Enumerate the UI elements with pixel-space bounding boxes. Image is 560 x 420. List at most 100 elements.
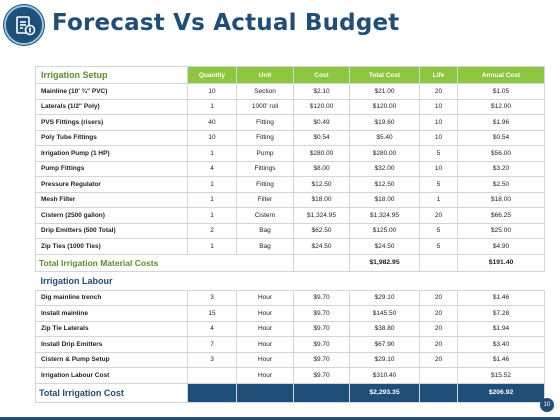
grand-total-row: Total Irrigation Cost $2,293.35 $206.92 — [35, 382, 545, 403]
setup-cell-total: $1,324.95 — [349, 207, 420, 224]
setup-cell-annual: $3.20 — [457, 160, 545, 177]
table-row: Drip Emitters (500 Total) 2 Bag $62.50 $125.… — [35, 222, 545, 239]
setup-cell-item: Irrigation Pump (1 HP) — [35, 145, 188, 162]
setup-cell-life: 10 — [419, 98, 458, 115]
labour-section-label: Irrigation Labour — [35, 270, 545, 291]
setup-cell-cost: $2.10 — [293, 83, 350, 100]
table-row: Cistern (2500 gallon) 1 Cistern $1,324.95 $1… — [35, 207, 545, 224]
page-title: Forecast Vs Actual Budget — [52, 10, 400, 36]
labour-cell-life — [419, 367, 458, 384]
setup-cell-life: 5 — [419, 222, 458, 239]
setup-cell-life: 1 — [419, 191, 458, 208]
setup-cell-item: Poly Tube Fittings — [35, 129, 188, 146]
column-header-cost: Cost — [293, 66, 350, 84]
setup-cell-quantity: 1 — [187, 238, 237, 255]
labour-cell-item: Install Drip Emitters — [35, 336, 188, 353]
setup-section-label: Irrigation Setup — [35, 66, 188, 84]
setup-cell-annual: $1.05 — [457, 83, 545, 100]
labour-cell-life: 20 — [419, 320, 458, 337]
labour-cell-quantity: 15 — [187, 305, 237, 322]
setup-cell-cost: $8.00 — [293, 160, 350, 177]
table-row: Pump Fittings 4 Fittings $8.00 $32.00 10 $3.20 — [35, 160, 545, 177]
setup-cell-quantity: 40 — [187, 114, 237, 131]
setup-cell-quantity: 1 — [187, 98, 237, 115]
table-row: Install Drip Emitters 7 Hour $9.70 $67.90 20 $… — [35, 336, 545, 353]
labour-cell-item: Dig mainline trench — [35, 289, 188, 306]
setup-cell-annual: $4.90 — [457, 238, 545, 255]
setup-cell-annual: $0.54 — [457, 129, 545, 146]
labour-cell-unit: Hour — [236, 367, 294, 384]
material-subtotal-total: $1,982.95 — [349, 253, 420, 272]
labour-header-row: Irrigation Labour — [35, 270, 545, 291]
footer-bar — [0, 417, 560, 420]
setup-cell-quantity: 4 — [187, 160, 237, 177]
labour-cell-unit: Hour — [236, 289, 294, 306]
setup-cell-item: Zip Ties (1000 Ties) — [35, 238, 188, 255]
table-row: Irrigation Pump (1 HP) 1 Pump $280.00 $280.0… — [35, 145, 545, 162]
setup-cell-unit: Section — [236, 83, 294, 100]
setup-cell-item: Mesh Filter — [35, 191, 188, 208]
labour-cell-cost: $9.70 — [293, 320, 350, 337]
labour-cell-life: 20 — [419, 289, 458, 306]
labour-cell-unit: Hour — [236, 320, 294, 337]
setup-cell-quantity: 2 — [187, 222, 237, 239]
labour-cell-cost: $9.70 — [293, 367, 350, 384]
setup-cell-item: PVS Fittings (risers) — [35, 114, 188, 131]
grand-total-total: $2,293.35 — [349, 382, 420, 403]
empty-cell — [187, 382, 237, 403]
setup-cell-unit: Fittings — [236, 160, 294, 177]
setup-cell-annual: $56.00 — [457, 145, 545, 162]
labour-cell-cost: $9.70 — [293, 336, 350, 353]
setup-cell-cost: $120.00 — [293, 98, 350, 115]
labour-cell-total: $38.80 — [349, 320, 420, 337]
setup-cell-cost: $18.00 — [293, 191, 350, 208]
setup-cell-life: 5 — [419, 176, 458, 193]
labour-cell-life: 20 — [419, 351, 458, 368]
grand-total-annual: $206.92 — [457, 382, 545, 403]
labour-cell-quantity: 3 — [187, 351, 237, 368]
setup-cell-total: $19.60 — [349, 114, 420, 131]
setup-cell-quantity: 1 — [187, 207, 237, 224]
labour-cell-item: Irrigation Labour Cost — [35, 367, 188, 384]
labour-cell-annual: $15.52 — [457, 367, 545, 384]
setup-cell-total: $120.00 — [349, 98, 420, 115]
labour-cell-unit: Hour — [236, 336, 294, 353]
setup-cell-item: Laterals (1/2" Poly) — [35, 98, 188, 115]
labour-cell-item: Cistern & Pump Setup — [35, 351, 188, 368]
setup-cell-annual: $25.00 — [457, 222, 545, 239]
labour-cell-life: 20 — [419, 336, 458, 353]
setup-cell-cost: $24.50 — [293, 238, 350, 255]
labour-cell-annual: $3.40 — [457, 336, 545, 353]
empty-cell — [419, 253, 458, 272]
grand-total-label: Total Irrigation Cost — [35, 382, 188, 403]
table-row: Mesh Filter 1 Filter $18.00 $18.00 1 $18.00 — [35, 191, 545, 208]
setup-cell-cost: $0.49 — [293, 114, 350, 131]
setup-cell-life: 10 — [419, 129, 458, 146]
setup-cell-quantity: 1 — [187, 145, 237, 162]
column-header-quantity: Quantity — [187, 66, 237, 84]
table-row: Install mainline 15 Hour $9.70 $145.50 20 $7.2… — [35, 305, 545, 322]
setup-cell-life: 20 — [419, 83, 458, 100]
empty-cell — [236, 382, 294, 403]
table-row: PVS Fittings (risers) 40 Fitting $0.49 $19.6… — [35, 114, 545, 131]
setup-cell-unit: Fitting — [236, 176, 294, 193]
setup-cell-annual: $18.00 — [457, 191, 545, 208]
table-row: Zip Ties (1000 Ties) 1 Bag $24.50 $24.50 5 $4.… — [35, 238, 545, 255]
labour-cell-total: $29.10 — [349, 289, 420, 306]
labour-cell-quantity: 4 — [187, 320, 237, 337]
labour-cell-unit: Hour — [236, 351, 294, 368]
labour-cell-quantity: 7 — [187, 336, 237, 353]
setup-cell-life: 5 — [419, 145, 458, 162]
setup-cell-item: Cistern (2500 gallon) — [35, 207, 188, 224]
labour-cell-total: $145.50 — [349, 305, 420, 322]
setup-cell-annual: $12.00 — [457, 98, 545, 115]
labour-cell-item: Zip Tie Laterals — [35, 320, 188, 337]
setup-cell-unit: Bag — [236, 222, 294, 239]
table-row: Pressure Regulator 1 Fitting $12.50 $12.50 5 $… — [35, 176, 545, 193]
setup-cell-life: 5 — [419, 238, 458, 255]
labour-cell-cost: $9.70 — [293, 289, 350, 306]
labour-cell-cost: $9.70 — [293, 351, 350, 368]
setup-cell-cost: $0.54 — [293, 129, 350, 146]
setup-cell-quantity: 1 — [187, 176, 237, 193]
setup-cell-total: $18.00 — [349, 191, 420, 208]
